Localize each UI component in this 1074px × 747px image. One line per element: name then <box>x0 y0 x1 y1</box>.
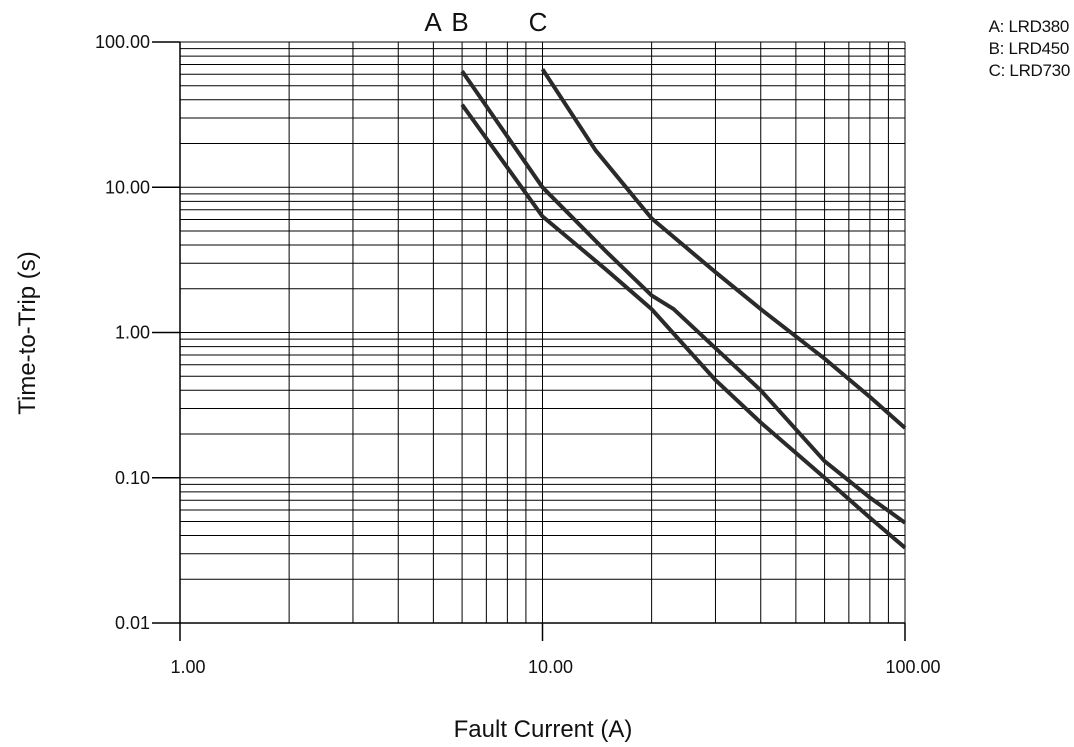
series-lines <box>460 68 907 550</box>
legend: A: LRD380 B: LRD450 C: LRD730 <box>988 16 1071 82</box>
y-tick-label: 100.00 <box>95 32 150 52</box>
series-line-a <box>460 103 907 550</box>
y-tick-label: 0.10 <box>115 468 150 488</box>
curve-label-a: A <box>424 7 442 37</box>
legend-entry-a: A: LRD380 <box>988 17 1070 36</box>
x-axis-title: Fault Current (A) <box>454 716 633 743</box>
y-tick-label: 1.00 <box>115 323 150 343</box>
legend-entry-c: C: LRD730 <box>988 61 1071 80</box>
x-tick-label: 10.00 <box>528 657 573 677</box>
x-tick-label: 100.00 <box>885 657 940 677</box>
series-line-b <box>460 69 907 525</box>
y-axis-title: Time-to-Trip (s) <box>14 251 41 415</box>
series-line-c <box>540 68 907 430</box>
y-tick-label: 10.00 <box>105 177 150 197</box>
legend-entry-b: B: LRD450 <box>988 39 1070 58</box>
axes <box>152 41 906 641</box>
x-tick-label: 1.00 <box>170 657 205 677</box>
curve-label-c: C <box>529 7 548 37</box>
grid <box>179 41 906 624</box>
curve-label-b: B <box>451 7 468 37</box>
y-tick-label: 0.01 <box>115 613 150 633</box>
tick-labels: 100.00 10.00 1.00 0.10 0.01 1.00 10.00 100.00 <box>95 32 941 677</box>
